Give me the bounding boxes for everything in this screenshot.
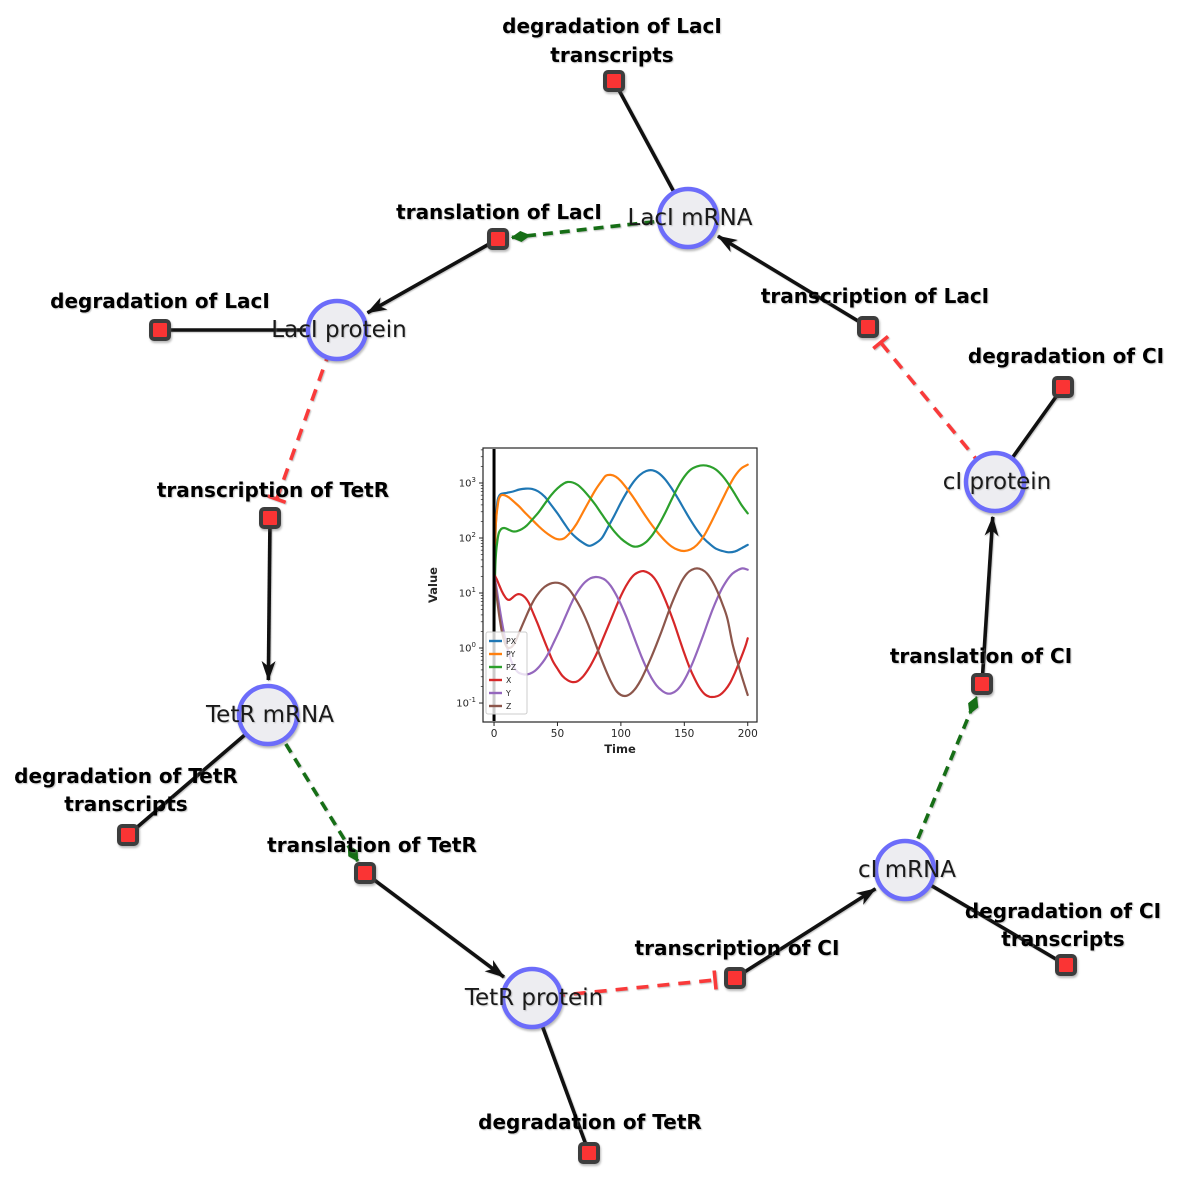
series-line-PY	[492, 463, 749, 650]
label-transcription-of-ci: transcription of CI	[635, 936, 840, 960]
reaction-node-degradation-of-laci[interactable]	[149, 319, 171, 341]
inset-time-series-chart: 0 50 100 150 200 10-1 100 101 102 103 Time Value PX P…	[426, 447, 758, 756]
reaction-node-translation-of-tetr[interactable]	[354, 862, 376, 884]
labels-layer: LacI mRNA LacI protein TetR mRNA TetR prote…	[14, 14, 1164, 1134]
y-tick-label: 102	[459, 531, 476, 545]
label-degradation-of-ci: degradation of CI	[968, 344, 1164, 368]
edge-production-transcription-of-laci-laci-mrna	[717, 234, 869, 329]
legend-label-PY: PY	[506, 650, 516, 659]
edge-modifier-ci-mrna-translation-of-ci	[903, 696, 979, 871]
label-laci-protein: LacI protein	[271, 317, 406, 343]
label-transcription-of-tetr: transcription of TetR	[157, 478, 389, 502]
species-node-tetr-protein[interactable]	[500, 966, 564, 1030]
reaction-node-degradation-of-laci-transcripts[interactable]	[603, 70, 625, 92]
y-tick-label: 100	[459, 641, 476, 655]
label-tetr-protein: TetR protein	[464, 985, 603, 1011]
edge-production-transcription-of-tetr-tetr-mrna	[261, 517, 276, 682]
species-node-ci-protein[interactable]	[963, 450, 1027, 514]
y-axis-label: Value	[426, 567, 440, 603]
series-line-PZ	[492, 464, 749, 650]
label-degradation-of-laci-transcripts: degradation of LacI transcripts	[502, 14, 722, 67]
reaction-node-translation-of-ci[interactable]	[971, 673, 993, 695]
edge-modifier-tetr-mrna-translation-of-tetr	[266, 714, 360, 863]
reaction-node-translation-of-laci[interactable]	[487, 228, 509, 250]
x-tick-label: 100	[611, 728, 631, 740]
x-tick-label: 50	[551, 728, 564, 740]
label-ci-protein: cI protein	[943, 469, 1052, 495]
chart-plot-area	[482, 447, 758, 723]
x-axis-label: Time	[604, 742, 636, 756]
edge-production-translation-of-tetr-tetr-protein	[363, 871, 506, 979]
edge-production-translation-of-laci-laci-protein	[366, 237, 499, 315]
x-tick-label: 0	[491, 728, 498, 740]
legend-label-Z: Z	[506, 702, 511, 711]
legend-label-PZ: PZ	[506, 663, 516, 672]
label-translation-of-ci: translation of CI	[890, 644, 1072, 668]
legend-label-PX: PX	[506, 637, 517, 646]
reaction-node-degradation-of-ci[interactable]	[1052, 376, 1074, 398]
label-tetr-mrna: TetR mRNA	[205, 702, 334, 728]
label-ci-mrna: cI mRNA	[858, 857, 956, 883]
edge-modifier-laci-mrna-translation-of-laci	[510, 216, 689, 242]
label-degradation-of-tetr-transcripts: degradation of TetR transcripts	[14, 764, 238, 816]
label-degradation-of-tetr: degradation of TetR	[478, 1110, 702, 1134]
x-tick-label: 150	[674, 728, 694, 740]
edge-production-translation-of-ci-ci-protein	[980, 515, 999, 685]
reaction-node-degradation-of-ci-transcripts[interactable]	[1055, 954, 1077, 976]
y-tick-label: 103	[459, 476, 476, 490]
reaction-node-transcription-of-ci[interactable]	[724, 967, 746, 989]
reaction-node-degradation-of-tetr-transcripts[interactable]	[117, 824, 139, 846]
legend-label-Y: Y	[505, 689, 511, 698]
species-node-laci-mrna[interactable]	[656, 186, 720, 250]
species-node-ci-mrna[interactable]	[873, 838, 937, 902]
label-laci-mrna: LacI mRNA	[628, 205, 753, 231]
reaction-node-transcription-of-laci[interactable]	[857, 316, 879, 338]
y-tick-label: 10-1	[456, 696, 476, 710]
legend-label-X: X	[506, 676, 512, 685]
x-tick-label: 200	[738, 728, 758, 740]
nodes-layer	[117, 70, 1077, 1164]
y-tick-label: 101	[459, 586, 476, 600]
edge-production-transcription-of-ci-ci-mrna	[734, 887, 877, 980]
label-translation-of-laci: translation of LacI	[396, 200, 602, 224]
species-node-tetr-mrna[interactable]	[236, 683, 300, 747]
reaction-node-degradation-of-tetr[interactable]	[578, 1142, 600, 1164]
label-degradation-of-laci: degradation of LacI	[50, 289, 270, 313]
species-node-laci-protein[interactable]	[305, 298, 369, 362]
label-transcription-of-laci: transcription of LacI	[761, 284, 989, 308]
label-translation-of-tetr: translation of TetR	[267, 833, 477, 857]
series-line-X	[492, 569, 749, 699]
label-degradation-of-ci-transcripts: degradation of CI transcripts	[965, 899, 1161, 951]
reaction-node-transcription-of-tetr[interactable]	[259, 507, 281, 529]
